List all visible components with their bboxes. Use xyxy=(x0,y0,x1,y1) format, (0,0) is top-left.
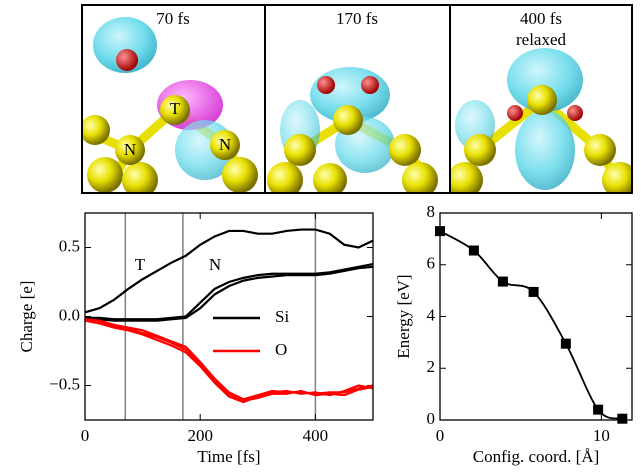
render-400fs xyxy=(450,48,632,193)
y-axis-label: Energy [eV] xyxy=(394,274,413,358)
atom-label: N xyxy=(124,140,136,159)
y-tick-label: 0 xyxy=(427,409,436,428)
series-line xyxy=(85,262,374,321)
legend-label: Si xyxy=(275,307,289,326)
y-tick-label: 0.5 xyxy=(59,236,80,255)
render-70fs xyxy=(82,17,258,193)
series-line xyxy=(84,318,374,402)
y-tick-label: 6 xyxy=(427,254,436,273)
y-tick-label: 8 xyxy=(427,202,436,221)
plot-frame xyxy=(439,212,633,421)
x-tick-label: 0 xyxy=(436,426,445,445)
annotation: T xyxy=(135,255,146,274)
atom-label: N xyxy=(219,135,231,154)
fit-line xyxy=(439,230,623,420)
data-point xyxy=(497,276,508,287)
x-tick-label: 400 xyxy=(303,426,329,445)
y-tick-label: −0.5 xyxy=(49,374,80,393)
data-point xyxy=(560,338,571,349)
data-point xyxy=(593,404,604,415)
x-tick-label: 10 xyxy=(593,426,610,445)
x-tick-label: 200 xyxy=(187,426,213,445)
data-point xyxy=(528,286,539,297)
legend-label: O xyxy=(275,340,287,359)
atom-label: T xyxy=(170,99,181,118)
panel-time: 170 fs xyxy=(336,9,378,28)
panel-time: 400 fs xyxy=(520,9,562,28)
panel-frame xyxy=(81,4,633,194)
series-line xyxy=(85,265,374,322)
data-point xyxy=(617,413,628,424)
series-line xyxy=(84,228,374,314)
x-axis-label: Time [fs] xyxy=(197,447,260,466)
render-170fs xyxy=(267,67,438,193)
y-axis-label: Charge [e] xyxy=(17,281,36,353)
x-tick-label: 0 xyxy=(81,426,90,445)
plot-frame xyxy=(84,212,374,421)
y-tick-label: 4 xyxy=(427,305,436,324)
data-point xyxy=(468,245,479,256)
series-line xyxy=(84,319,374,404)
y-tick-label: 2 xyxy=(427,357,436,376)
panel-time: 70 fs xyxy=(156,9,190,28)
x-axis-label: Config. coord. [Å] xyxy=(473,447,600,466)
y-tick-label: 0.0 xyxy=(59,305,80,324)
panel-note: relaxed xyxy=(516,30,567,49)
annotation: N xyxy=(209,255,221,274)
